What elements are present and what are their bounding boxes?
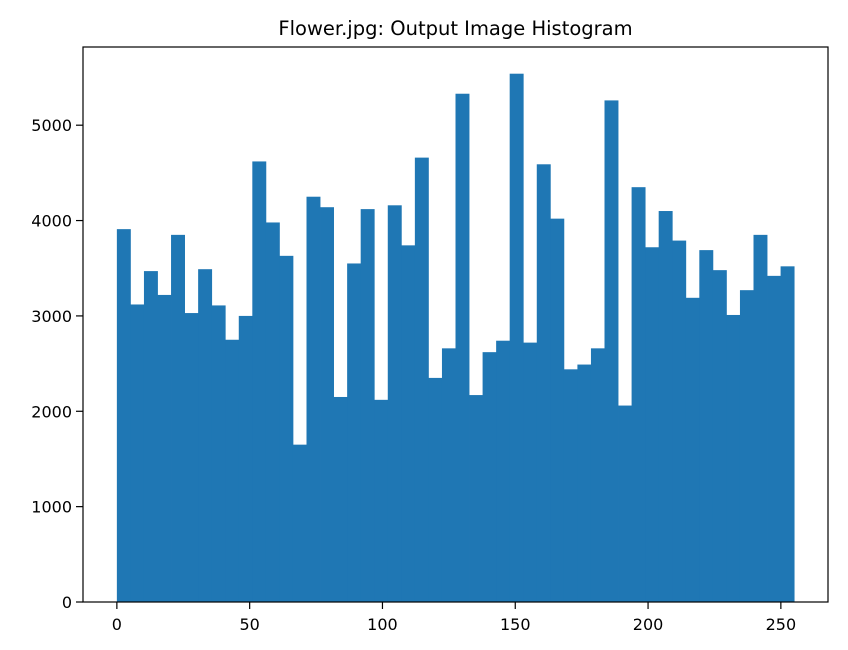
histogram-bar [739,290,754,602]
x-tick-label: 150 [500,615,531,634]
histogram-bar [306,196,321,602]
histogram-bar [563,369,578,602]
y-tick-label: 2000 [31,402,72,421]
histogram-bar [252,161,267,602]
histogram-bar [753,234,768,602]
histogram-bar [658,211,673,602]
x-tick-label: 0 [112,615,122,634]
x-tick-label: 100 [367,615,398,634]
histogram-bar [225,339,240,602]
y-tick-label: 4000 [31,212,72,231]
y-axis-ticks: 0 1000 2000 3000 4000 5000 [31,116,83,612]
histogram-bar [726,314,741,602]
histogram-bar [401,245,416,602]
histogram-bar [482,352,497,602]
histogram-bar [414,157,429,602]
histogram-bar [198,269,213,602]
histogram-bar [590,348,605,602]
histogram-bar [767,275,781,602]
histogram-bar [211,305,226,602]
histogram-bar [360,209,375,602]
histogram-bar [265,222,280,602]
histogram-bar [672,240,687,603]
y-tick-label: 0 [62,593,72,612]
chart-title: Flower.jpg: Output Image Histogram [278,17,632,40]
histogram-bar [347,263,362,602]
histogram-bar [143,271,158,602]
histogram-bar [645,247,660,602]
histogram-bar [712,270,727,602]
bars-group [116,73,795,603]
y-tick-label: 5000 [31,116,72,135]
histogram-bar [116,229,131,603]
plot-frame [82,46,829,603]
histogram-bar [685,297,700,602]
histogram-bar [536,164,551,602]
histogram-bar [604,100,619,602]
histogram-bar [184,313,199,602]
y-tick-label: 1000 [31,498,72,517]
histogram-bar [279,255,294,602]
histogram-bar [469,395,483,602]
histogram-bar [455,93,470,602]
x-tick-label: 50 [239,615,259,634]
histogram-bar [292,444,307,602]
histogram-bar [496,340,511,602]
histogram-bar [780,266,795,602]
histogram-bar [699,250,714,602]
histogram-bar [320,207,334,603]
histogram-bar [523,342,538,602]
histogram-bar [238,315,253,602]
histogram-bar [550,218,565,603]
histogram-bar [509,73,524,602]
histogram-bar [428,377,443,602]
y-tick-label: 3000 [31,307,72,326]
x-tick-label: 250 [766,615,797,634]
x-axis-ticks: 0 50 100 150 200 250 [112,602,796,634]
histogram-bar [441,348,456,602]
histogram-bar [157,294,172,602]
histogram-bar [171,234,185,602]
histogram-bar [130,304,145,602]
histogram-bar [618,405,632,602]
histogram-bar [577,364,592,602]
x-tick-label: 200 [633,615,664,634]
histogram-bar [333,396,348,602]
histogram-bar [374,399,389,602]
histogram-bar [631,187,646,602]
histogram-bar [387,205,402,603]
